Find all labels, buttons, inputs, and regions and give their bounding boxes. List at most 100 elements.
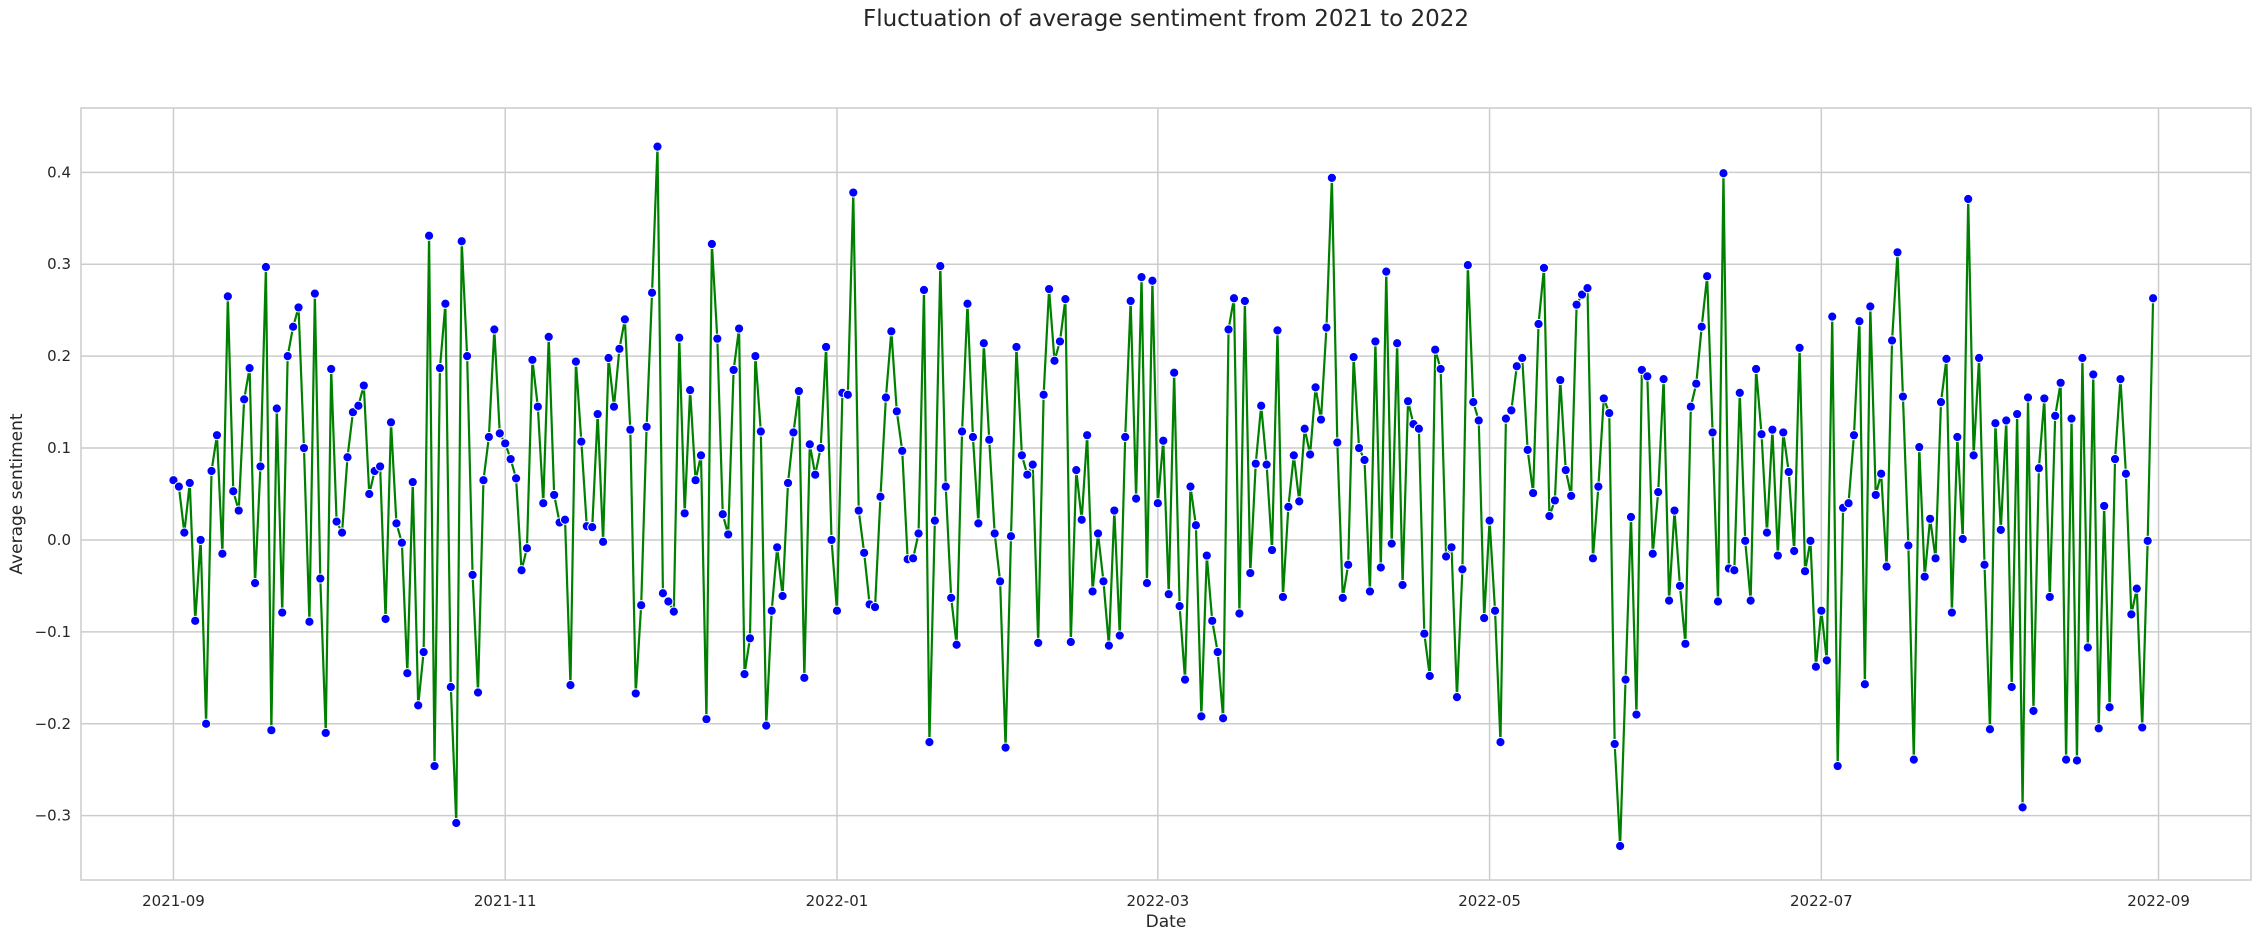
data-point: [995, 576, 1006, 587]
data-point: [1315, 414, 1327, 425]
data-point: [298, 442, 310, 454]
data-point: [521, 543, 533, 554]
data-point: [2142, 535, 2153, 546]
data-point: [1256, 400, 1267, 411]
data-point: [1620, 674, 1631, 685]
data-point: [924, 737, 935, 748]
y-tick-label: −0.3: [35, 807, 71, 825]
data-point: [674, 332, 685, 343]
data-point: [1158, 435, 1169, 446]
data-point: [1370, 336, 1381, 347]
data-point: [1283, 501, 1294, 512]
data-point: [1680, 638, 1691, 649]
data-point: [1190, 520, 1202, 531]
data-point: [739, 669, 750, 680]
data-point: [946, 592, 957, 603]
data-point: [848, 187, 859, 198]
x-tick-label: 2022-09: [2127, 892, 2190, 910]
data-point: [1886, 335, 1898, 346]
data-point: [2131, 583, 2142, 594]
data-point: [1528, 487, 1539, 499]
data-point: [962, 298, 973, 309]
data-point: [1435, 363, 1446, 375]
data-point: [1033, 637, 1044, 648]
data-point: [1930, 553, 1941, 564]
data-point: [918, 284, 930, 296]
data-point: [1925, 513, 1936, 524]
data-point: [1598, 393, 1609, 404]
data-point: [1114, 630, 1125, 641]
data-point: [576, 436, 587, 447]
data-point: [510, 473, 522, 484]
data-point: [989, 528, 1000, 539]
data-point: [1500, 413, 1512, 424]
data-point: [472, 687, 484, 698]
data-point: [598, 536, 609, 547]
data-markers: [168, 141, 2159, 852]
data-point: [516, 565, 527, 576]
data-point: [1560, 465, 1571, 476]
data-point: [1022, 469, 1033, 480]
data-point: [559, 514, 571, 525]
data-point: [1685, 401, 1696, 412]
data-point: [1729, 565, 1740, 576]
data-point: [565, 680, 576, 691]
data-point: [1854, 316, 1865, 327]
data-point: [886, 326, 897, 337]
data-point: [1702, 271, 1713, 282]
data-point: [815, 442, 826, 454]
data-point: [2055, 377, 2066, 388]
data-point: [755, 426, 766, 437]
data-point: [1968, 450, 1979, 461]
data-point: [2044, 591, 2055, 603]
data-point: [788, 427, 799, 438]
data-point: [1446, 542, 1457, 553]
data-point: [956, 426, 968, 437]
data-point: [679, 508, 690, 519]
data-point: [1990, 418, 2001, 429]
data-point: [375, 461, 386, 472]
data-point: [636, 600, 647, 611]
data-point: [804, 439, 815, 450]
data-point: [929, 515, 940, 526]
data-point: [891, 406, 902, 417]
data-point: [772, 542, 783, 553]
data-point: [1892, 247, 1903, 258]
data-point: [630, 688, 641, 699]
data-point: [2120, 468, 2132, 479]
data-point: [445, 681, 456, 693]
data-point: [793, 385, 804, 397]
data-point: [1549, 495, 1560, 506]
y-tick-label: 0.2: [47, 347, 71, 365]
data-point: [1272, 325, 1283, 336]
data-point: [1952, 431, 1963, 443]
data-point: [1239, 295, 1250, 307]
data-point: [1647, 548, 1658, 559]
data-point: [1799, 566, 1811, 577]
data-point: [1576, 289, 1588, 300]
data-point: [483, 431, 494, 443]
data-point: [1392, 338, 1403, 349]
data-point: [315, 573, 326, 584]
data-point: [1865, 301, 1876, 312]
data-point: [2093, 723, 2104, 734]
data-point: [1604, 408, 1615, 419]
data-point: [1353, 442, 1365, 454]
data-point: [1658, 374, 1669, 385]
data-point: [782, 477, 794, 489]
data-point: [853, 505, 864, 516]
data-point: [402, 668, 413, 679]
data-point: [478, 475, 489, 486]
data-point: [1756, 429, 1767, 440]
data-point: [2099, 500, 2110, 512]
data-point: [1957, 533, 1968, 545]
data-point: [1261, 459, 1272, 470]
data-point: [1821, 655, 1832, 666]
data-point: [973, 518, 984, 529]
data-point: [1321, 322, 1332, 333]
data-point: [1196, 711, 1207, 722]
data-point: [913, 528, 924, 539]
data-point: [2104, 702, 2115, 713]
y-tick-label: 0.3: [47, 255, 71, 273]
data-point: [761, 720, 772, 731]
